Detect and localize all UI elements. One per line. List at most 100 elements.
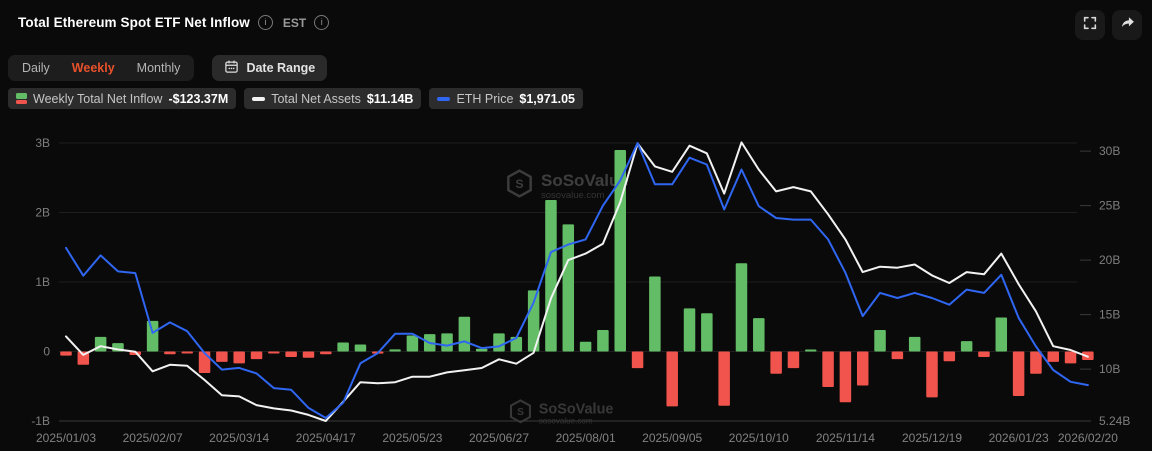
inflow-bar [666,351,678,407]
inflow-bar [614,149,626,352]
legend-value: $1,971.05 [519,91,575,106]
inflow-bar [787,351,800,369]
inflow-bar [458,316,471,352]
inflow-bar [701,313,713,352]
x-axis-label: 2025/02/07 [123,431,183,445]
legend-label: ETH Price [456,91,514,106]
date-range-label: Date Range [246,61,316,75]
fullscreen-button[interactable] [1075,10,1105,40]
inflow-bar [441,333,453,352]
inflow-bar [1047,351,1059,362]
page-title: Total Ethereum Spot ETF Net Inflow [18,15,250,30]
left-axis-label: 1B [35,275,50,289]
title-info-icon[interactable]: i [257,15,273,30]
inflow-bar [683,308,696,352]
inflow-bar [493,333,505,352]
inflow-bar [146,320,159,352]
left-axis-label: -1B [31,414,50,428]
x-axis-label: 2025/12/19 [902,431,962,445]
tab-daily[interactable]: Daily [22,61,50,75]
inflow-bar [337,342,349,352]
inflow-bar [908,336,921,352]
inflow-bar [1012,351,1025,396]
inflow-bar [285,351,297,358]
net-assets-line [65,141,1089,422]
left-axis-label: 0 [43,345,50,359]
inflow-bar [545,199,557,352]
legend-value: $11.14B [366,91,414,106]
date-range-button[interactable]: Date Range [212,55,328,81]
inflow-bar [181,351,193,354]
x-axis-label: 2025/10/10 [729,431,789,445]
inflow-bar [510,336,523,352]
inflow-bar [562,224,575,352]
fullscreen-icon [1082,15,1098,36]
left-axis-label: 3B [35,136,50,150]
inflow-bar [250,351,263,360]
inflow-bar [164,351,176,355]
inflow-bar [475,348,488,352]
inflow-bar [233,351,245,364]
timezone-info-icon[interactable]: i [314,15,330,30]
title-row: Total Ethereum Spot ETF Net Inflow i EST… [18,15,330,30]
inflow-bar [60,351,72,356]
inflow-bar [978,351,990,358]
x-axis-label: 2026/01/23 [989,431,1049,445]
inflow-bar [926,351,938,398]
legend-value: -$123.37M [168,91,229,106]
legend-label: Weekly Total Net Inflow [33,91,163,106]
share-icon [1119,14,1136,36]
inflow-bar [753,318,765,352]
tab-monthly[interactable]: Monthly [136,61,181,75]
inflow-bar [891,351,904,360]
inflow-bar [597,329,609,352]
inflow-bar [389,349,401,352]
x-axis-label: 2025/03/14 [209,431,269,445]
inflow-bar [302,351,315,358]
calendar-icon [224,59,239,77]
legend-item-net-assets[interactable]: Total Net Assets $11.14B [244,88,422,109]
inflow-bar [735,263,748,352]
legend-item-net-inflow[interactable]: Weekly Total Net Inflow -$123.37M [8,88,237,109]
white-dash-icon [252,96,266,101]
controls-row: Daily Weekly Monthly Date Range [8,55,328,81]
x-axis-label: 2025/01/03 [36,431,96,445]
inflow-bar [960,341,973,352]
inflow-bar [805,349,817,352]
x-axis-label: 2025/11/14 [816,431,875,445]
x-axis-label: 2025/06/27 [469,431,529,445]
x-axis-label: 2026/02/20 [1058,431,1118,445]
right-axis-label: 20B [1099,253,1120,267]
interval-tabs: Daily Weekly Monthly [8,55,195,81]
inflow-bar [631,351,644,369]
x-axis-label: 2025/04/17 [296,431,356,445]
legend-item-eth-price[interactable]: ETH Price $1,971.05 [429,88,583,109]
tab-weekly[interactable]: Weekly [71,61,115,75]
inflow-bar [579,341,592,352]
inflow-bar [718,351,730,406]
inflow-bar [216,351,228,362]
inflow-bar [995,317,1008,352]
eth-price-line [65,142,1089,419]
bar-pair-icon [16,93,27,104]
right-axis-label: 5.24B [1099,414,1130,428]
inflow-bar [406,335,419,352]
inflow-bar [649,276,661,352]
x-axis-label: 2025/09/05 [642,431,702,445]
legend: Weekly Total Net Inflow -$123.37M Total … [8,88,583,109]
inflow-bar [77,351,90,365]
inflow-bar [354,344,367,352]
inflow-bar [320,351,332,355]
inflow-bar [268,351,280,354]
inflow-bar [856,351,869,386]
inflow-bar [198,351,211,374]
inflow-bar [1030,351,1042,374]
inflow-bar [527,290,540,352]
inflow-bar [770,351,782,374]
inflow-bar [874,329,886,352]
x-axis-label: 2025/05/23 [382,431,442,445]
share-button[interactable] [1112,10,1142,40]
inflow-bar [1064,351,1077,364]
right-axis-label: 15B [1099,308,1120,322]
